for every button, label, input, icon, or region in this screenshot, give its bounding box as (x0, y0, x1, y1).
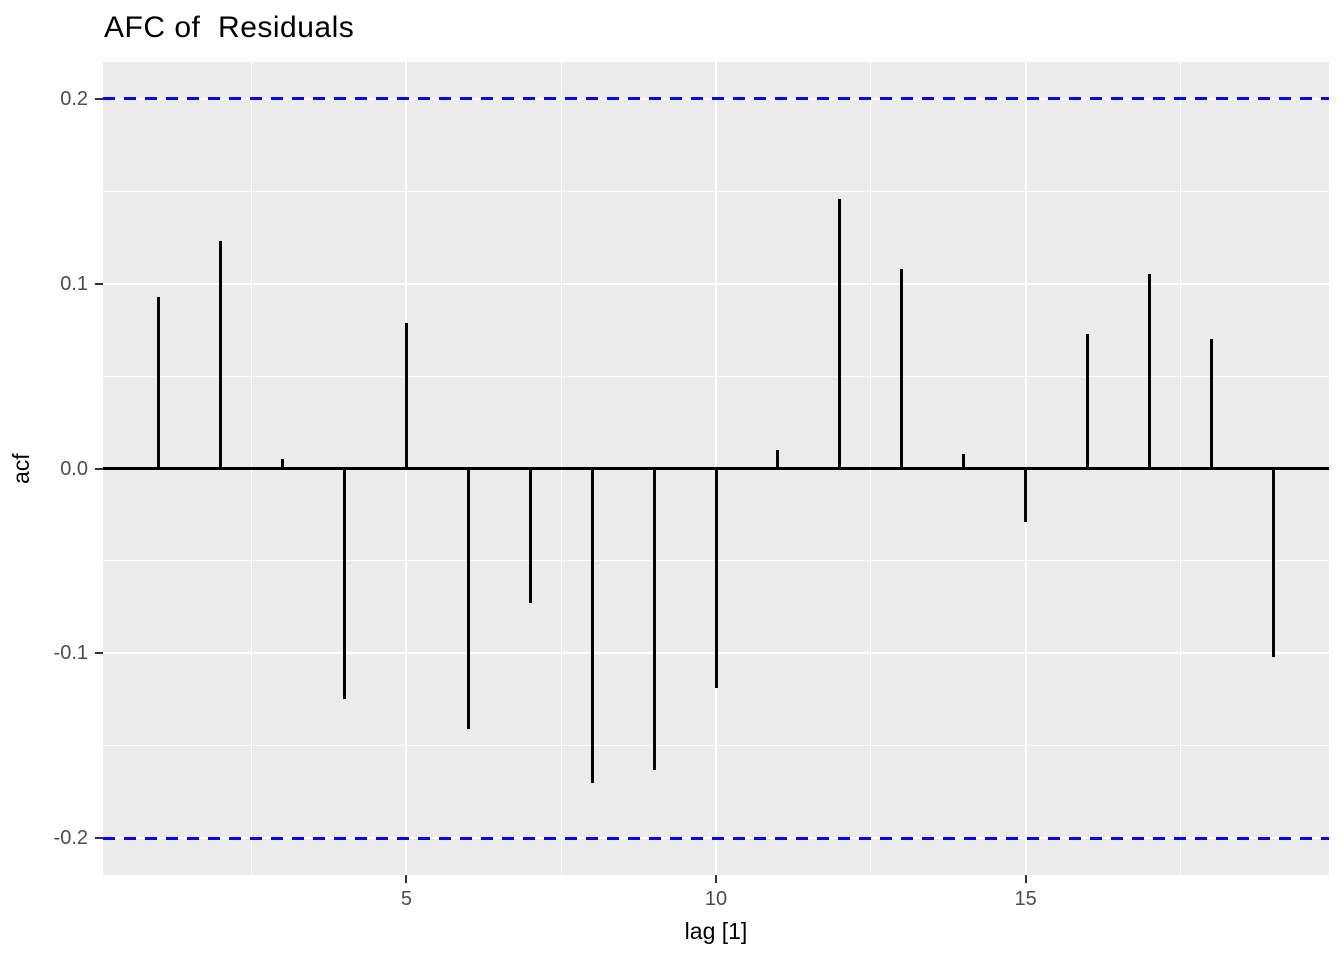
acf-bar (714, 468, 718, 689)
y-axis-tick-label: -0.2 (53, 827, 88, 850)
y-axis-tick-label: 0.1 (60, 272, 88, 295)
y-axis-tick (95, 837, 103, 840)
x-axis-tick-label: 15 (1014, 888, 1037, 910)
acf-bar (528, 468, 532, 604)
chart-title: AFC of Residuals (104, 11, 355, 44)
acf-bar (1209, 339, 1213, 469)
acf-bar (590, 468, 594, 783)
acf-bar (838, 198, 842, 469)
y-axis-tick (95, 467, 103, 470)
acf-bar (962, 453, 966, 469)
zero-axis-line (103, 467, 1329, 470)
y-axis-tick-label: 0.2 (60, 87, 88, 110)
y-axis-tick (95, 652, 103, 655)
acf-bar (404, 322, 408, 469)
x-axis-tick-label: 5 (400, 888, 412, 910)
acf-bar (900, 268, 904, 469)
acf-bar (466, 468, 470, 730)
acf-bar (157, 296, 161, 469)
confidence-bound-line (103, 97, 1329, 101)
x-axis-tick (405, 875, 408, 883)
confidence-bound-line (103, 836, 1329, 840)
y-axis-tick-label: 0.0 (60, 457, 88, 480)
acf-bar (652, 468, 656, 770)
y-axis-tick-label: -0.1 (53, 642, 88, 665)
x-axis-tick (715, 875, 717, 883)
acf-bar (219, 241, 223, 469)
x-axis-tick-label: 10 (704, 888, 728, 910)
y-axis-tick (95, 282, 103, 285)
plot-panel (103, 62, 1329, 875)
acf-bar (1086, 333, 1089, 469)
acf-bar (1271, 468, 1275, 657)
acf-bar (281, 459, 285, 469)
acf-bar (342, 468, 346, 700)
x-axis-tick (1024, 875, 1027, 883)
acf-bar (1147, 274, 1151, 469)
acf-bar (776, 450, 780, 469)
acf-bar (1024, 468, 1028, 523)
x-axis-title: lag [1] (684, 918, 748, 944)
y-axis-tick (95, 97, 103, 100)
